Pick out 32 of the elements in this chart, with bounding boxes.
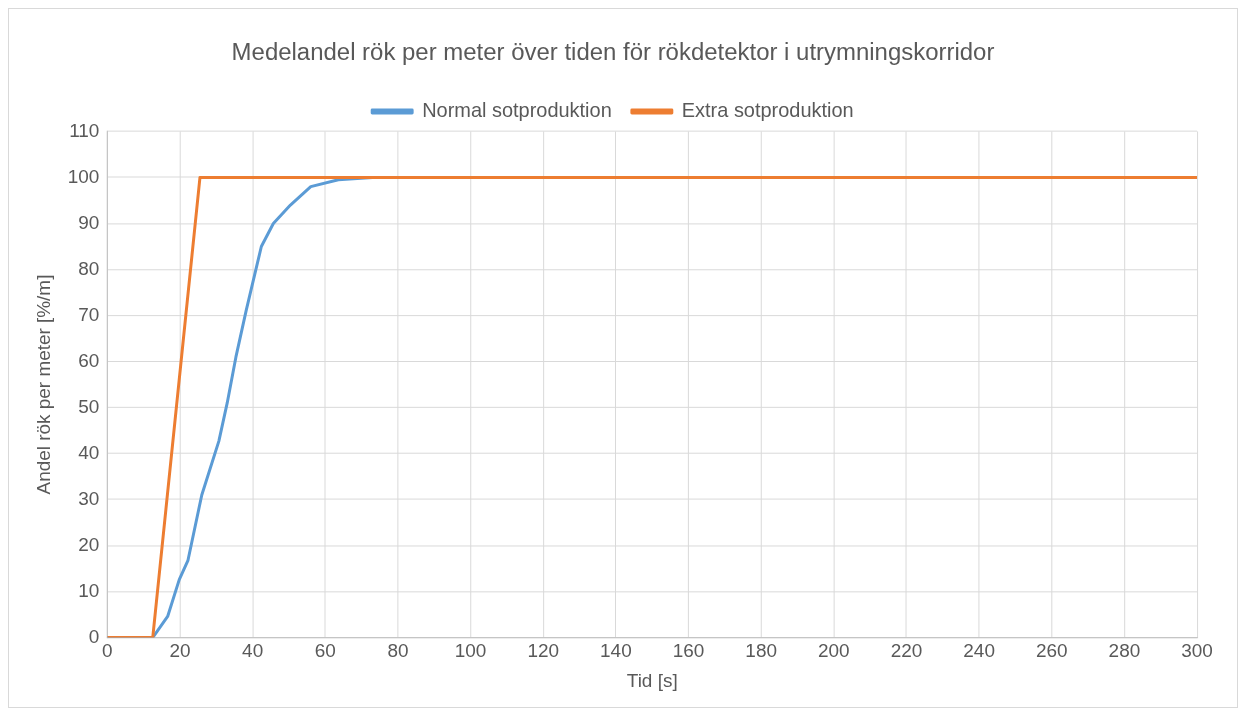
x-tick-label: 300 [1181,640,1213,662]
y-axis-title: Andel rök per meter [%/m] [32,274,54,495]
y-tick-label: 80 [78,257,100,279]
y-tick-label: 110 [69,119,100,141]
y-tick-label: 40 [78,441,100,463]
y-tick-label: 50 [78,395,100,417]
legend-label: Extra sotproduktion [681,99,854,121]
chart-title: Medelandel rök per meter över tiden för rökdetektor i utrymningskorridor [231,37,995,65]
y-tick-label: 30 [78,487,100,509]
x-tick-label: 80 [387,640,409,662]
x-tick-label: 260 [1035,640,1068,662]
y-tick-label: 10 [78,579,100,601]
x-tick-label: 240 [963,640,995,662]
legend-label: Normal sotproduktion [422,99,612,121]
y-tick-label: 60 [78,349,100,371]
x-tick-label: 220 [890,640,923,662]
y-tick-label: 20 [78,533,100,555]
y-tick-label: 100 [67,165,100,187]
y-tick-label: 90 [78,211,100,233]
x-tick-label: 60 [314,640,336,662]
x-tick-label: 280 [1108,640,1141,662]
x-tick-label: 40 [242,640,264,662]
x-tick-label: 180 [745,640,777,662]
x-tick-label: 200 [818,640,850,662]
x-tick-label: 160 [672,640,705,662]
x-tick-label: 20 [169,640,191,662]
x-tick-label: 120 [527,640,560,662]
x-tick-label: 140 [600,640,632,662]
y-tick-label: 70 [78,303,100,325]
y-tick-label: 0 [88,625,100,647]
x-tick-label: 100 [454,640,487,662]
x-axis-title: Tid [s] [626,669,678,691]
